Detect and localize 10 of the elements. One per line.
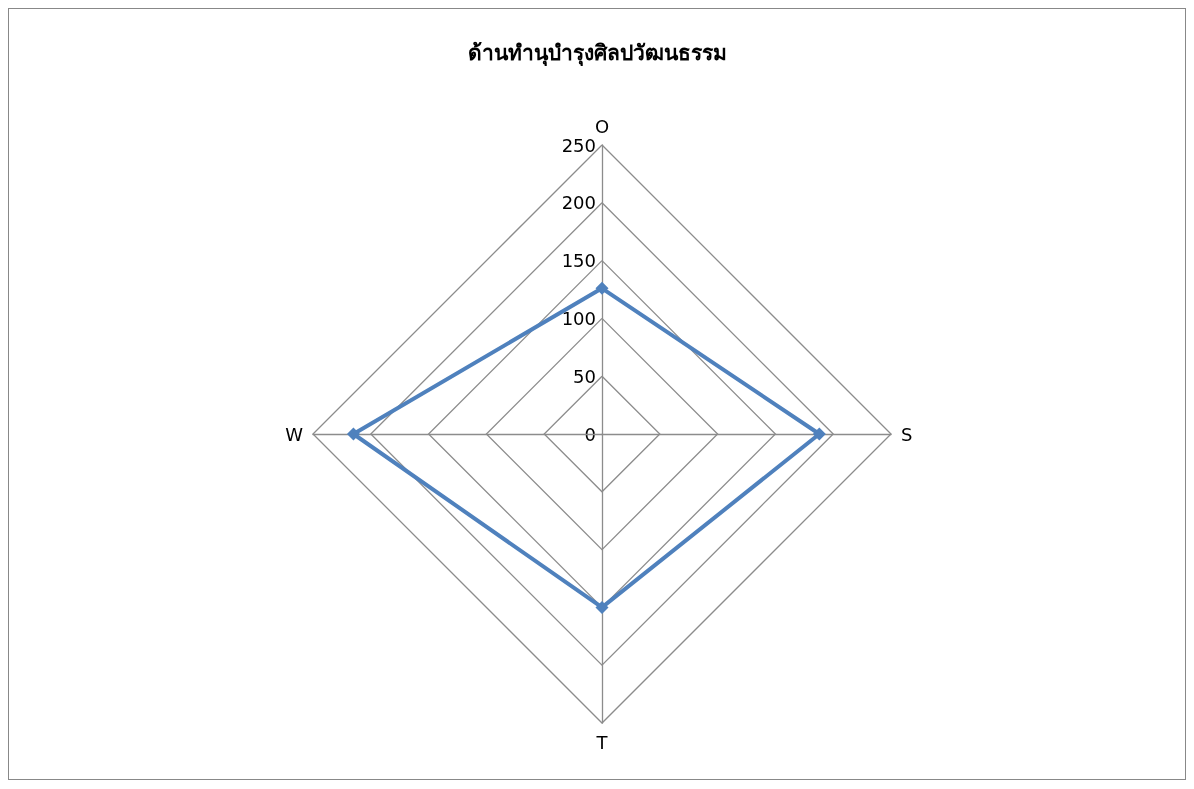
spoke-label: T xyxy=(595,731,609,753)
spoke-label: S xyxy=(901,423,913,445)
chart-title: ด้านทำนุบำรุงศิลปวัฒนธรรม xyxy=(467,40,727,67)
spoke-label: W xyxy=(285,423,304,445)
spoke-label: O xyxy=(594,115,610,137)
y-tick-label: 200 xyxy=(561,192,596,214)
y-tick-label: 250 xyxy=(561,134,596,156)
y-tick-label: 150 xyxy=(561,250,596,272)
y-tick-label: 100 xyxy=(561,307,596,329)
y-tick-label: 50 xyxy=(573,365,596,387)
